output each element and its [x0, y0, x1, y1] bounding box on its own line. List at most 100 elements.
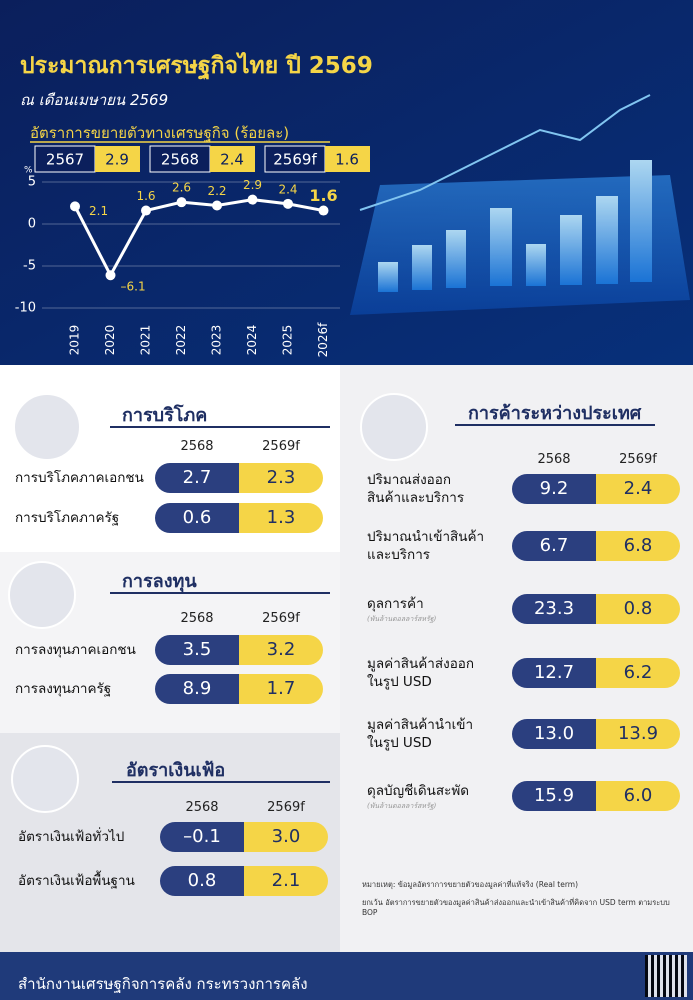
pill-right: 1.3: [239, 503, 323, 533]
row-label: ปริมาณนำเข้าสินค้า: [367, 529, 485, 545]
section-icon: [8, 561, 76, 629]
pill-left: –0.1: [160, 822, 244, 852]
pill-right: 3.2: [239, 635, 323, 665]
x-tick-label: 2022: [174, 325, 188, 356]
x-tick-label: 2024: [245, 325, 259, 356]
section-title: การบริโภค: [122, 405, 208, 426]
pill-right: 6.8: [596, 531, 680, 561]
chart-title: อัตราการขยายตัวทางเศรษฐกิจ (ร้อยละ): [30, 124, 290, 142]
highlight-year-box: [34, 145, 96, 173]
highlight-value-box: [325, 146, 370, 172]
pill-left: 15.9: [512, 781, 596, 811]
column-header: 2569f: [267, 800, 305, 815]
y-tick-label: -5: [23, 259, 36, 274]
row-label: การบริโภคภาคเอกชน: [15, 470, 144, 486]
row-label: สินค้าและบริการ: [367, 490, 465, 506]
value-label: 2.1: [89, 204, 108, 218]
point: [141, 205, 151, 216]
column-header: 2569f: [619, 452, 657, 467]
value-label: 2.9: [243, 178, 262, 192]
value-label: 2.6: [172, 181, 191, 195]
row-label: ปริมาณส่งออก: [367, 472, 452, 488]
highlight-value: 2.9: [105, 151, 129, 169]
column-header: 2568: [180, 611, 214, 626]
row-label: มูลค่าสินค้านำเข้า: [367, 717, 474, 733]
row-label: อัตราเงินเฟ้อพื้นฐาน: [18, 873, 135, 889]
row-label: มูลค่าสินค้าส่งออก: [367, 656, 475, 672]
x-tick-label: 2025: [281, 325, 295, 356]
pill-left: 13.0: [512, 719, 596, 749]
row-label: ในรูป USD: [367, 735, 432, 751]
row-note: (พันล้านดอลลาร์สหรัฐ): [367, 615, 437, 623]
section-icon: [360, 393, 428, 461]
row-label: อัตราเงินเฟ้อทั่วไป: [18, 829, 125, 845]
point: [70, 201, 80, 212]
footer-bar: [0, 952, 693, 1000]
point: [247, 194, 258, 205]
footer-text: สำนักงานเศรษฐกิจการคลัง กระทรวงการคลัง: [18, 975, 308, 993]
note: ยกเว้น อัตราการขยายตัวของมูลค่าสินค้าส่ง…: [362, 898, 670, 917]
pill-right: 2.4: [596, 474, 680, 504]
highlight-year-box: [149, 145, 211, 173]
column-header: 2568: [537, 452, 571, 467]
pill-left: 2.7: [155, 463, 239, 493]
x-tick-label: 2021: [139, 325, 153, 356]
note: หมายเหตุ: ข้อมูลอัตราการขยายตัวของมูลค่า…: [362, 880, 579, 889]
section-underline: [110, 426, 330, 428]
highlight-year: 2568: [161, 151, 199, 169]
x-tick-label: 2026f: [316, 322, 330, 358]
point: [212, 200, 222, 211]
pill-left: 0.8: [160, 866, 244, 896]
x-tick-label: 2020: [103, 325, 117, 356]
pill-left: 12.7: [512, 658, 596, 688]
highlight-value-box: [210, 146, 255, 172]
column-header: 2569f: [262, 611, 300, 626]
pill-left: 23.3: [512, 594, 596, 624]
pill-right: 0.8: [596, 594, 680, 624]
x-tick-label: 2023: [210, 325, 224, 356]
decoration: [350, 94, 690, 315]
line: [73, 198, 324, 279]
pill-right: 13.9: [596, 719, 680, 749]
section-title: การลงทุน: [122, 571, 197, 592]
column-header: 2569f: [262, 439, 300, 454]
row-label: การบริโภคภาครัฐ: [15, 510, 120, 526]
pill-left: 8.9: [155, 674, 239, 704]
header-background: 2567 2.9 2568 2.4 2569f 1.6%5 0 -5 -10 2019 2.1 202…: [0, 0, 693, 365]
point: [318, 205, 329, 216]
pill-right: 3.0: [244, 822, 328, 852]
y-tick-label: -10: [15, 301, 36, 316]
highlight-year: 2567: [46, 151, 84, 169]
pill-left: 0.6: [155, 503, 239, 533]
value-label: 2.4: [278, 182, 297, 196]
section-title: การค้าระหว่างประเทศ: [468, 403, 642, 424]
highlight-value: 2.4: [220, 151, 244, 169]
pill-right: 2.3: [239, 463, 323, 493]
subtitle: ณ เดือนเมษายน 2569: [20, 91, 169, 109]
row-label: และบริการ: [367, 547, 431, 563]
pill-right: 6.0: [596, 781, 680, 811]
row-label: ในรูป USD: [367, 674, 432, 690]
highlight-value-box: [95, 146, 140, 172]
section-underline: [455, 424, 655, 426]
highlight-value: 1.6: [335, 151, 359, 169]
section-underline: [112, 781, 330, 783]
pill-right: 2.1: [244, 866, 328, 896]
row-label: การลงทุนภาคเอกชน: [15, 642, 136, 658]
row-label: ดุลการค้า: [367, 596, 424, 612]
pill-right: 6.2: [596, 658, 680, 688]
value-label: –6.1: [121, 280, 146, 294]
row-label: การลงทุนภาครัฐ: [15, 681, 112, 697]
point: [105, 270, 116, 281]
pill-left: 6.7: [512, 531, 596, 561]
title: ประมาณการเศรษฐกิจไทย ปี 2569: [20, 53, 373, 79]
section-underline: [110, 592, 330, 594]
pill-right: 1.7: [239, 674, 323, 704]
column-header: 2568: [185, 800, 219, 815]
pill-left: 9.2: [512, 474, 596, 504]
section-title: อัตราเงินเฟ้อ: [126, 760, 226, 781]
y-unit: %: [24, 166, 33, 176]
section-icon: [11, 745, 79, 813]
section-icon: [13, 393, 81, 461]
